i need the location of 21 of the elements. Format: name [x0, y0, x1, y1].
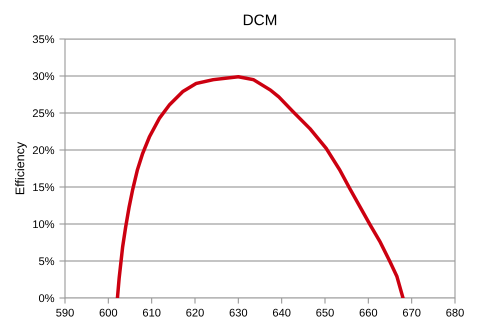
y-tick-label: 0%	[38, 294, 54, 302]
y-tick-label: 15%	[33, 183, 54, 192]
y-tick-label: 35%	[32, 35, 54, 44]
x-tick-label: 670	[402, 308, 420, 317]
x-tick-label: 600	[100, 308, 118, 317]
x-tick-label: 610	[142, 308, 160, 317]
y-axis-title: Efficiency	[15, 142, 27, 194]
chart-title: DCM	[244, 14, 276, 26]
y-tick-label: 5%	[38, 257, 54, 266]
x-tick-label: 630	[230, 308, 248, 317]
x-tick-label: 640	[272, 308, 290, 317]
y-tick-label: 10%	[33, 220, 54, 228]
x-tick-label: 590	[56, 308, 74, 317]
x-tick-label: 660	[360, 308, 378, 317]
y-tick-label: 25%	[32, 109, 54, 118]
x-tick-label: 680	[446, 308, 464, 317]
y-tick-label: 20%	[32, 146, 54, 154]
x-tick-label: 620	[186, 308, 204, 317]
x-tick-label: 650	[316, 308, 334, 317]
line-series	[116, 75, 405, 298]
y-tick-label: 30%	[32, 72, 54, 80]
